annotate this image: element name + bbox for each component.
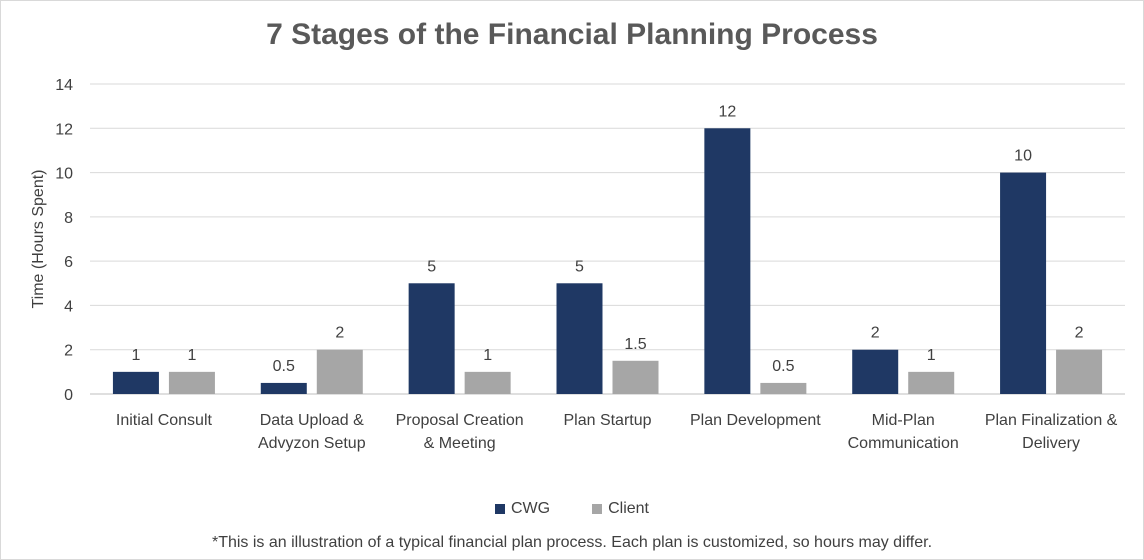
- bar-client: [316, 349, 363, 394]
- x-tick-label: Communication: [848, 435, 959, 452]
- legend-label-client: Client: [608, 500, 649, 517]
- footnote: *This is an illustration of a typical fi…: [211, 534, 933, 551]
- bar-cwg: [260, 382, 307, 394]
- bar-cwg: [556, 283, 603, 394]
- bar-client: [464, 371, 511, 394]
- y-tick-label: 8: [64, 210, 73, 227]
- data-label: 12: [718, 103, 736, 120]
- bar-client: [1056, 349, 1103, 394]
- x-tick-label: Plan Development: [690, 412, 821, 429]
- bar-client: [760, 382, 807, 394]
- x-tick-label: Advyzon Setup: [258, 435, 366, 452]
- legend-item-cwg: CWG: [494, 500, 551, 518]
- data-label: 1: [927, 347, 936, 364]
- bar-client: [612, 360, 659, 394]
- y-tick-label: 10: [55, 166, 73, 183]
- x-tick-label: Data Upload &: [260, 412, 364, 429]
- y-tick-label: 4: [64, 298, 73, 315]
- data-label: 2: [871, 325, 880, 342]
- bar-cwg: [408, 283, 455, 394]
- y-tick-label: 14: [55, 77, 73, 94]
- x-tick-label: Initial Consult: [116, 412, 213, 429]
- legend-item-client: Client: [592, 500, 649, 518]
- x-tick-label: Plan Startup: [563, 412, 651, 429]
- legend-swatch-client: [592, 504, 603, 514]
- bar-cwg: [704, 128, 751, 395]
- data-label: 2: [335, 325, 344, 342]
- bar-cwg: [852, 349, 899, 394]
- data-label: 1: [483, 347, 492, 364]
- data-label: 1: [131, 347, 140, 364]
- y-tick-label: 0: [64, 387, 73, 404]
- bar-client: [908, 371, 955, 394]
- data-label: 5: [575, 258, 584, 275]
- legend-swatch-cwg: [494, 504, 505, 514]
- bar-cwg: [1000, 172, 1047, 394]
- data-label: 1: [187, 347, 196, 364]
- x-tick-label: Delivery: [1022, 435, 1080, 452]
- bar-cwg: [112, 371, 159, 394]
- data-label: 10: [1014, 148, 1032, 165]
- chart-title: 7 Stages of the Financial Planning Proce…: [266, 18, 878, 51]
- legend: CWG Client: [0, 500, 1144, 518]
- data-label: 1.5: [624, 336, 646, 353]
- x-tick-label: Mid-Plan: [872, 412, 935, 429]
- x-tick-label: & Meeting: [424, 435, 496, 452]
- data-label: 0.5: [273, 358, 295, 375]
- legend-label-cwg: CWG: [510, 500, 551, 517]
- y-tick-label: 2: [64, 343, 73, 360]
- data-label: 5: [427, 258, 436, 275]
- bar-client: [168, 371, 215, 394]
- data-label: 2: [1075, 325, 1084, 342]
- x-tick-label: Proposal Creation: [396, 412, 524, 429]
- y-axis-label: Time (Hours Spent): [30, 170, 47, 309]
- y-tick-label: 12: [55, 121, 73, 138]
- data-label: 0.5: [772, 358, 794, 375]
- x-tick-label: Plan Finalization &: [985, 412, 1118, 429]
- y-tick-label: 6: [64, 254, 73, 271]
